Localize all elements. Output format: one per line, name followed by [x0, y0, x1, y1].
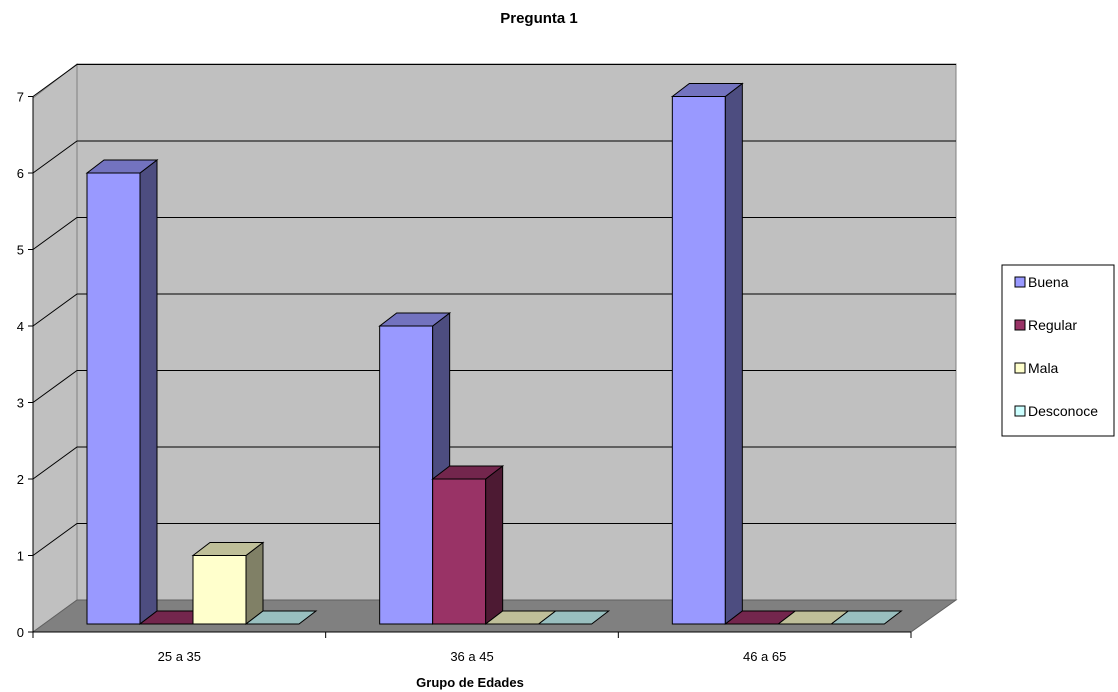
bar-buena: [85, 158, 159, 626]
bar-side: [724, 82, 743, 626]
legend-label: Buena: [1028, 274, 1069, 290]
bar-side: [245, 541, 264, 626]
legend-swatch: [1014, 319, 1026, 331]
back-wall: [76, 63, 957, 601]
plot-area: 0 1 2 3 4 5 6 7 25 a 35 36 a 45 46 a 65: [17, 62, 958, 664]
gridline: [32, 370, 956, 403]
gridline: [32, 446, 956, 480]
y-axis: 0 1 2 3 4 5 6 7: [17, 90, 34, 640]
legend-swatch: [1014, 405, 1026, 417]
x-tick-label: 25 a 35: [158, 649, 201, 664]
gridline: [32, 293, 956, 327]
side-wall: [32, 62, 78, 633]
gridline: [32, 64, 956, 97]
legend-item-mala: Mala: [1014, 360, 1059, 376]
bar-top: [191, 542, 265, 556]
bar-top: [431, 465, 505, 480]
bar-front: [379, 325, 434, 625]
gridline: [32, 217, 956, 250]
y-tick-label: 2: [17, 472, 24, 487]
bar-regular: [431, 464, 505, 626]
legend-swatch: [1014, 276, 1026, 288]
bar-flat: [537, 610, 611, 625]
bar-desconoce: [244, 610, 318, 625]
gridlines: [32, 64, 956, 556]
x-axis: 25 a 35 36 a 45 46 a 65: [32, 631, 912, 664]
bar-top: [378, 312, 452, 327]
y-tick-label: 0: [17, 625, 24, 640]
bar-desconoce: [829, 610, 903, 625]
legend-item-buena: Buena: [1014, 274, 1069, 290]
legend-label: Mala: [1028, 360, 1059, 376]
bar-mala: [191, 541, 265, 626]
legend: Buena Regular Mala Desconoce: [1001, 264, 1115, 437]
bar-top: [85, 159, 159, 174]
bar-top: [670, 83, 744, 97]
legend-item-desconoce: Desconoce: [1014, 403, 1098, 419]
x-axis-title: Grupo de Edades: [416, 675, 524, 690]
y-tick-label: 7: [17, 90, 24, 105]
y-tick-label: 1: [17, 549, 24, 564]
bar-front: [671, 96, 726, 625]
bar-flat: [244, 610, 318, 625]
y-tick-label: 4: [17, 319, 24, 334]
legend-label: Regular: [1028, 317, 1077, 333]
bar-side: [485, 464, 504, 626]
legend-item-regular: Regular: [1014, 317, 1077, 333]
gridline: [32, 140, 956, 174]
bar-desconoce: [537, 610, 611, 625]
chart-title: Pregunta 1: [500, 10, 578, 27]
bar-front: [86, 172, 141, 625]
y-tick-label: 3: [17, 396, 24, 411]
bar-buena: [378, 311, 452, 626]
bar-side: [139, 158, 158, 626]
y-tick-label: 6: [17, 166, 24, 181]
bar-front: [192, 555, 247, 625]
x-tick-label: 46 a 65: [743, 649, 786, 664]
y-tick-label: 5: [17, 243, 24, 258]
bar-front: [432, 478, 487, 625]
x-tick-label: 36 a 45: [450, 649, 493, 664]
bar-flat: [829, 610, 903, 625]
legend-swatch: [1014, 362, 1026, 374]
bar-buena: [670, 82, 744, 626]
bars: [85, 82, 903, 626]
gridline: [32, 523, 956, 556]
legend-label: Desconoce: [1028, 403, 1098, 419]
